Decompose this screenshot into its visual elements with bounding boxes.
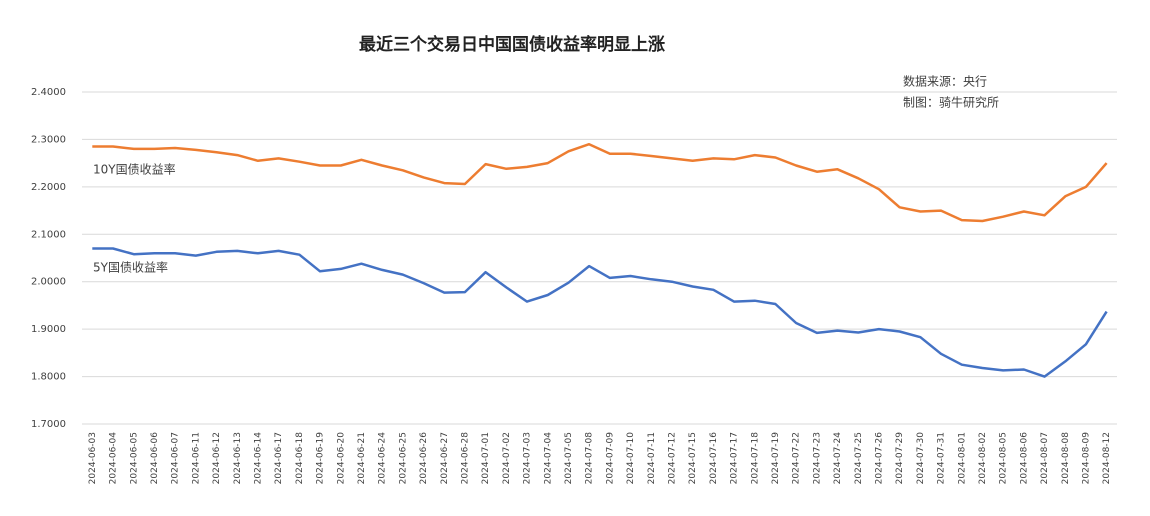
- x-tick-label: 2024-06-13: [233, 432, 243, 484]
- x-tick-label: 2024-07-11: [647, 432, 657, 484]
- x-tick-label: 2024-06-28: [460, 432, 470, 485]
- x-tick-label: 2024-06-26: [419, 432, 429, 485]
- y-tick-label: 2.1000: [31, 229, 66, 240]
- x-tick-label: 2024-07-30: [916, 432, 926, 485]
- x-tick-label: 2024-06-25: [398, 432, 408, 484]
- x-tick-label: 2024-08-02: [978, 432, 988, 484]
- author-note: 制图：骑牛研究所: [903, 95, 999, 110]
- x-tick-label: 2024-08-01: [957, 432, 967, 484]
- x-tick-label: 2024-07-25: [854, 432, 864, 484]
- x-tick-label: 2024-07-15: [688, 432, 698, 484]
- x-tick-label: 2024-07-22: [792, 432, 802, 484]
- y-tick-label: 1.8000: [31, 372, 66, 383]
- y-tick-label: 2.2000: [31, 182, 66, 193]
- x-tick-label: 2024-07-08: [585, 432, 595, 485]
- x-tick-label: 2024-08-07: [1040, 432, 1050, 484]
- x-tick-label: 2024-08-09: [1081, 432, 1091, 485]
- x-tick-label: 2024-07-03: [523, 432, 533, 484]
- x-tick-label: 2024-07-01: [481, 432, 491, 484]
- y-tick-label: 2.3000: [31, 134, 66, 145]
- source-note: 数据来源：央行: [903, 74, 987, 89]
- x-tick-label: 2024-06-24: [378, 432, 388, 485]
- x-tick-label: 2024-06-20: [336, 432, 346, 485]
- x-tick-label: 2024-07-31: [937, 432, 947, 484]
- x-tick-label: 2024-06-21: [357, 432, 367, 484]
- x-tick-label: 2024-07-05: [564, 432, 574, 484]
- x-tick-label: 2024-07-19: [771, 432, 781, 485]
- x-tick-label: 2024-06-05: [129, 432, 139, 484]
- x-tick-label: 2024-06-19: [316, 432, 326, 485]
- x-tick-label: 2024-06-17: [274, 432, 284, 484]
- x-tick-label: 2024-06-06: [150, 432, 160, 485]
- x-tick-label: 2024-07-09: [605, 432, 615, 485]
- y-tick-label: 1.7000: [31, 419, 66, 430]
- series-label: 10Y国债收益率: [93, 162, 176, 177]
- x-tick-label: 2024-06-11: [191, 432, 201, 484]
- x-tick-label: 2024-08-05: [999, 432, 1009, 484]
- x-tick-label: 2024-07-26: [874, 432, 884, 485]
- x-tick-label: 2024-06-04: [109, 432, 119, 485]
- y-tick-label: 2.0000: [31, 277, 66, 288]
- x-tick-label: 2024-07-29: [895, 432, 905, 485]
- y-tick-label: 1.9000: [31, 324, 66, 335]
- x-tick-label: 2024-06-07: [171, 432, 181, 484]
- x-tick-label: 2024-06-12: [212, 432, 222, 484]
- x-tick-label: 2024-06-18: [295, 432, 305, 485]
- x-tick-label: 2024-08-12: [1102, 432, 1112, 484]
- x-tick-label: 2024-06-03: [88, 432, 98, 484]
- series-line: [92, 142, 1108, 223]
- x-tick-label: 2024-06-27: [440, 432, 450, 484]
- x-tick-label: 2024-07-24: [833, 432, 843, 485]
- x-tick-label: 2024-06-14: [253, 432, 263, 485]
- chart-title: 最近三个交易日中国国债收益率明显上涨: [359, 34, 665, 55]
- series-label: 5Y国债收益率: [93, 260, 168, 275]
- x-tick-label: 2024-07-17: [730, 432, 740, 484]
- x-tick-label: 2024-07-02: [502, 432, 512, 484]
- x-tick-label: 2024-07-10: [626, 432, 636, 485]
- x-tick-label: 2024-07-23: [812, 432, 822, 484]
- x-tick-label: 2024-07-12: [667, 432, 677, 484]
- x-tick-label: 2024-07-04: [543, 432, 553, 485]
- y-tick-label: 2.4000: [31, 87, 66, 98]
- x-tick-label: 2024-08-08: [1061, 432, 1071, 485]
- x-tick-label: 2024-07-16: [709, 432, 719, 485]
- x-tick-label: 2024-08-06: [1019, 432, 1029, 485]
- x-tick-label: 2024-07-18: [750, 432, 760, 485]
- series-line: [92, 247, 1108, 378]
